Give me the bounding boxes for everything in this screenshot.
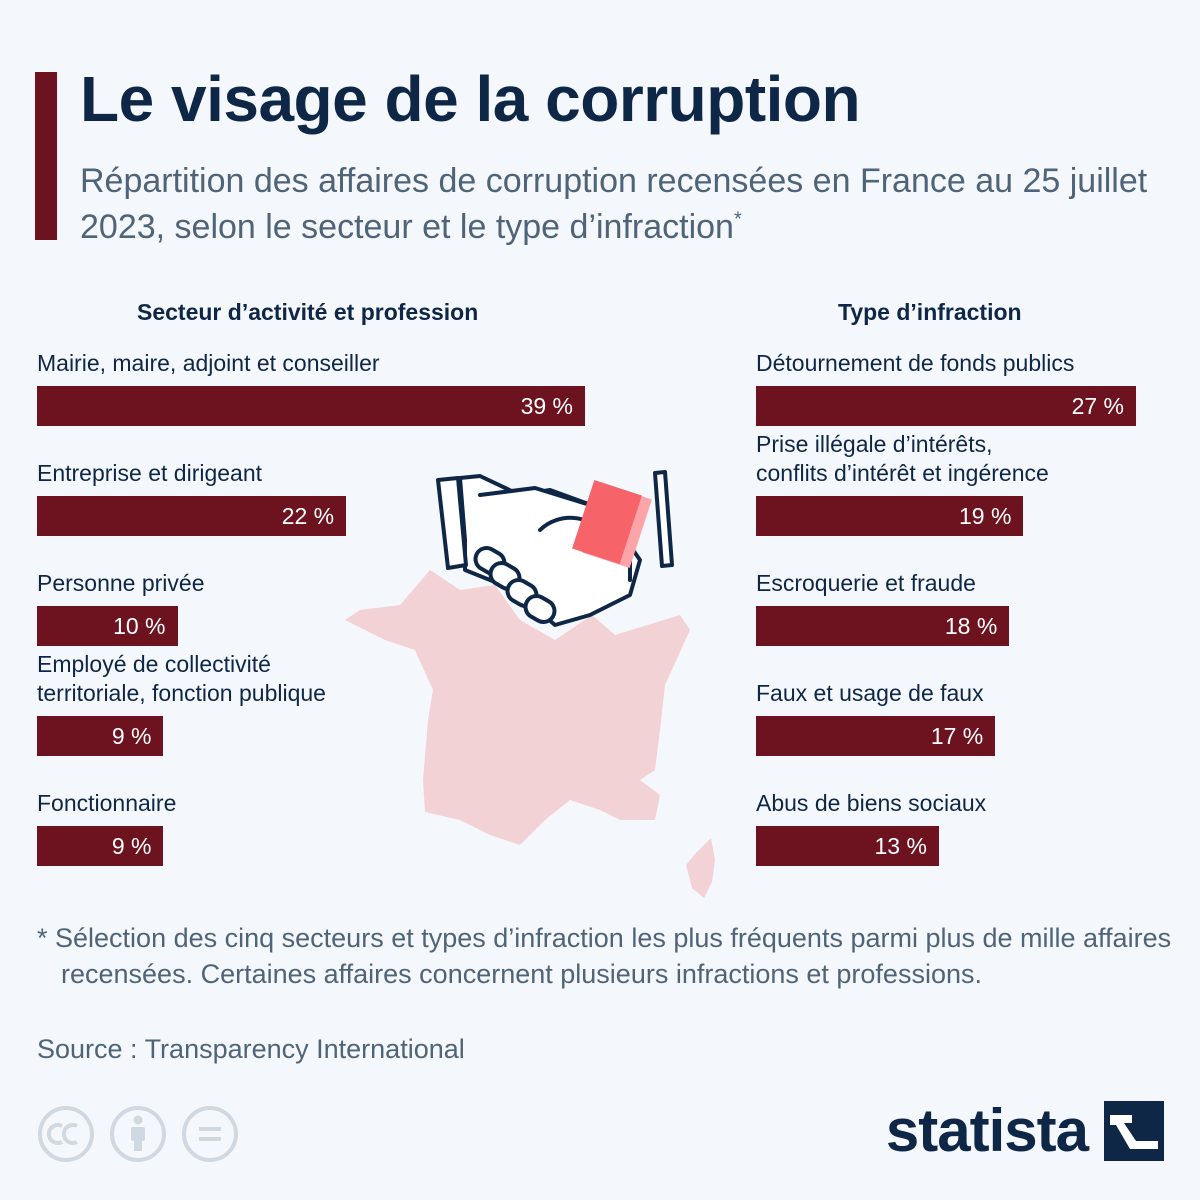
footnote: * Sélection des cinq secteurs et types d… bbox=[37, 923, 1172, 989]
title-accent-bar bbox=[35, 72, 57, 240]
bar-category-label: Détournement de fonds publics bbox=[756, 350, 1075, 376]
bar-value-label: 18 % bbox=[944, 613, 998, 639]
sector-chart-title: Secteur d’activité et profession bbox=[137, 299, 479, 325]
statista-brand[interactable]: statista bbox=[886, 1096, 1164, 1165]
bar-value-label: 9 % bbox=[111, 723, 152, 749]
source-credit: Source : Transparency International bbox=[37, 1034, 465, 1064]
statista-logo-icon bbox=[1104, 1100, 1164, 1161]
bar-value-label: 13 % bbox=[874, 833, 927, 859]
attribution-icon[interactable] bbox=[109, 1105, 167, 1163]
bar-value-label: 9 % bbox=[111, 833, 152, 859]
illustration bbox=[345, 470, 715, 898]
bar: 13 % bbox=[756, 826, 939, 866]
bar-category-label: Faux et usage de faux bbox=[756, 680, 984, 706]
bar-value-label: 19 % bbox=[958, 503, 1012, 529]
bar: 10 % bbox=[37, 606, 178, 646]
bar: 39 % bbox=[37, 386, 585, 426]
bar-category-label: Abus de biens sociaux bbox=[756, 790, 987, 816]
license-icons bbox=[37, 1105, 239, 1163]
bar: 27 % bbox=[756, 386, 1136, 426]
bar-category-label: Mairie, maire, adjoint et conseiller bbox=[37, 350, 380, 376]
bar-category-label: Entreprise et dirigeant bbox=[37, 460, 263, 486]
subtitle-footnote-marker: * bbox=[733, 208, 742, 231]
handshake-icon bbox=[436, 470, 674, 627]
bar: 19 % bbox=[756, 496, 1024, 536]
bar: 9 % bbox=[37, 716, 164, 756]
bar-category-label: Personne privée bbox=[37, 570, 205, 596]
bar: 9 % bbox=[37, 826, 164, 866]
corsica-icon bbox=[686, 838, 715, 898]
bar: 22 % bbox=[37, 496, 347, 536]
bar-value-label: 22 % bbox=[281, 503, 335, 529]
page-title: Le visage de la corruption bbox=[80, 63, 861, 135]
bar-value-label: 10 % bbox=[113, 613, 166, 639]
cc-icon[interactable] bbox=[37, 1105, 95, 1163]
france-map-icon bbox=[345, 570, 690, 845]
bar-category-label: Prise illégale d’intérêts, conflits d’in… bbox=[756, 431, 1049, 486]
bar-value-label: 39 % bbox=[520, 393, 573, 419]
bar-value-label: 27 % bbox=[1071, 393, 1124, 419]
no-derivatives-icon[interactable] bbox=[181, 1105, 239, 1163]
bar-category-label: Fonctionnaire bbox=[37, 790, 177, 816]
page-subtitle: Répartition des affaires de corruption r… bbox=[80, 158, 1170, 250]
bar-value-label: 17 % bbox=[930, 723, 984, 749]
infraction-chart-title: Type d’infraction bbox=[838, 299, 1022, 325]
bar: 17 % bbox=[756, 716, 996, 756]
bar-category-label: Employé de collectivité territoriale, fo… bbox=[37, 651, 326, 706]
brand-wordmark: statista bbox=[885, 1097, 1089, 1164]
bar: 18 % bbox=[756, 606, 1010, 646]
subtitle-text: Répartition des affaires de corruption r… bbox=[80, 162, 1148, 246]
bar-category-label: Escroquerie et fraude bbox=[756, 570, 976, 596]
